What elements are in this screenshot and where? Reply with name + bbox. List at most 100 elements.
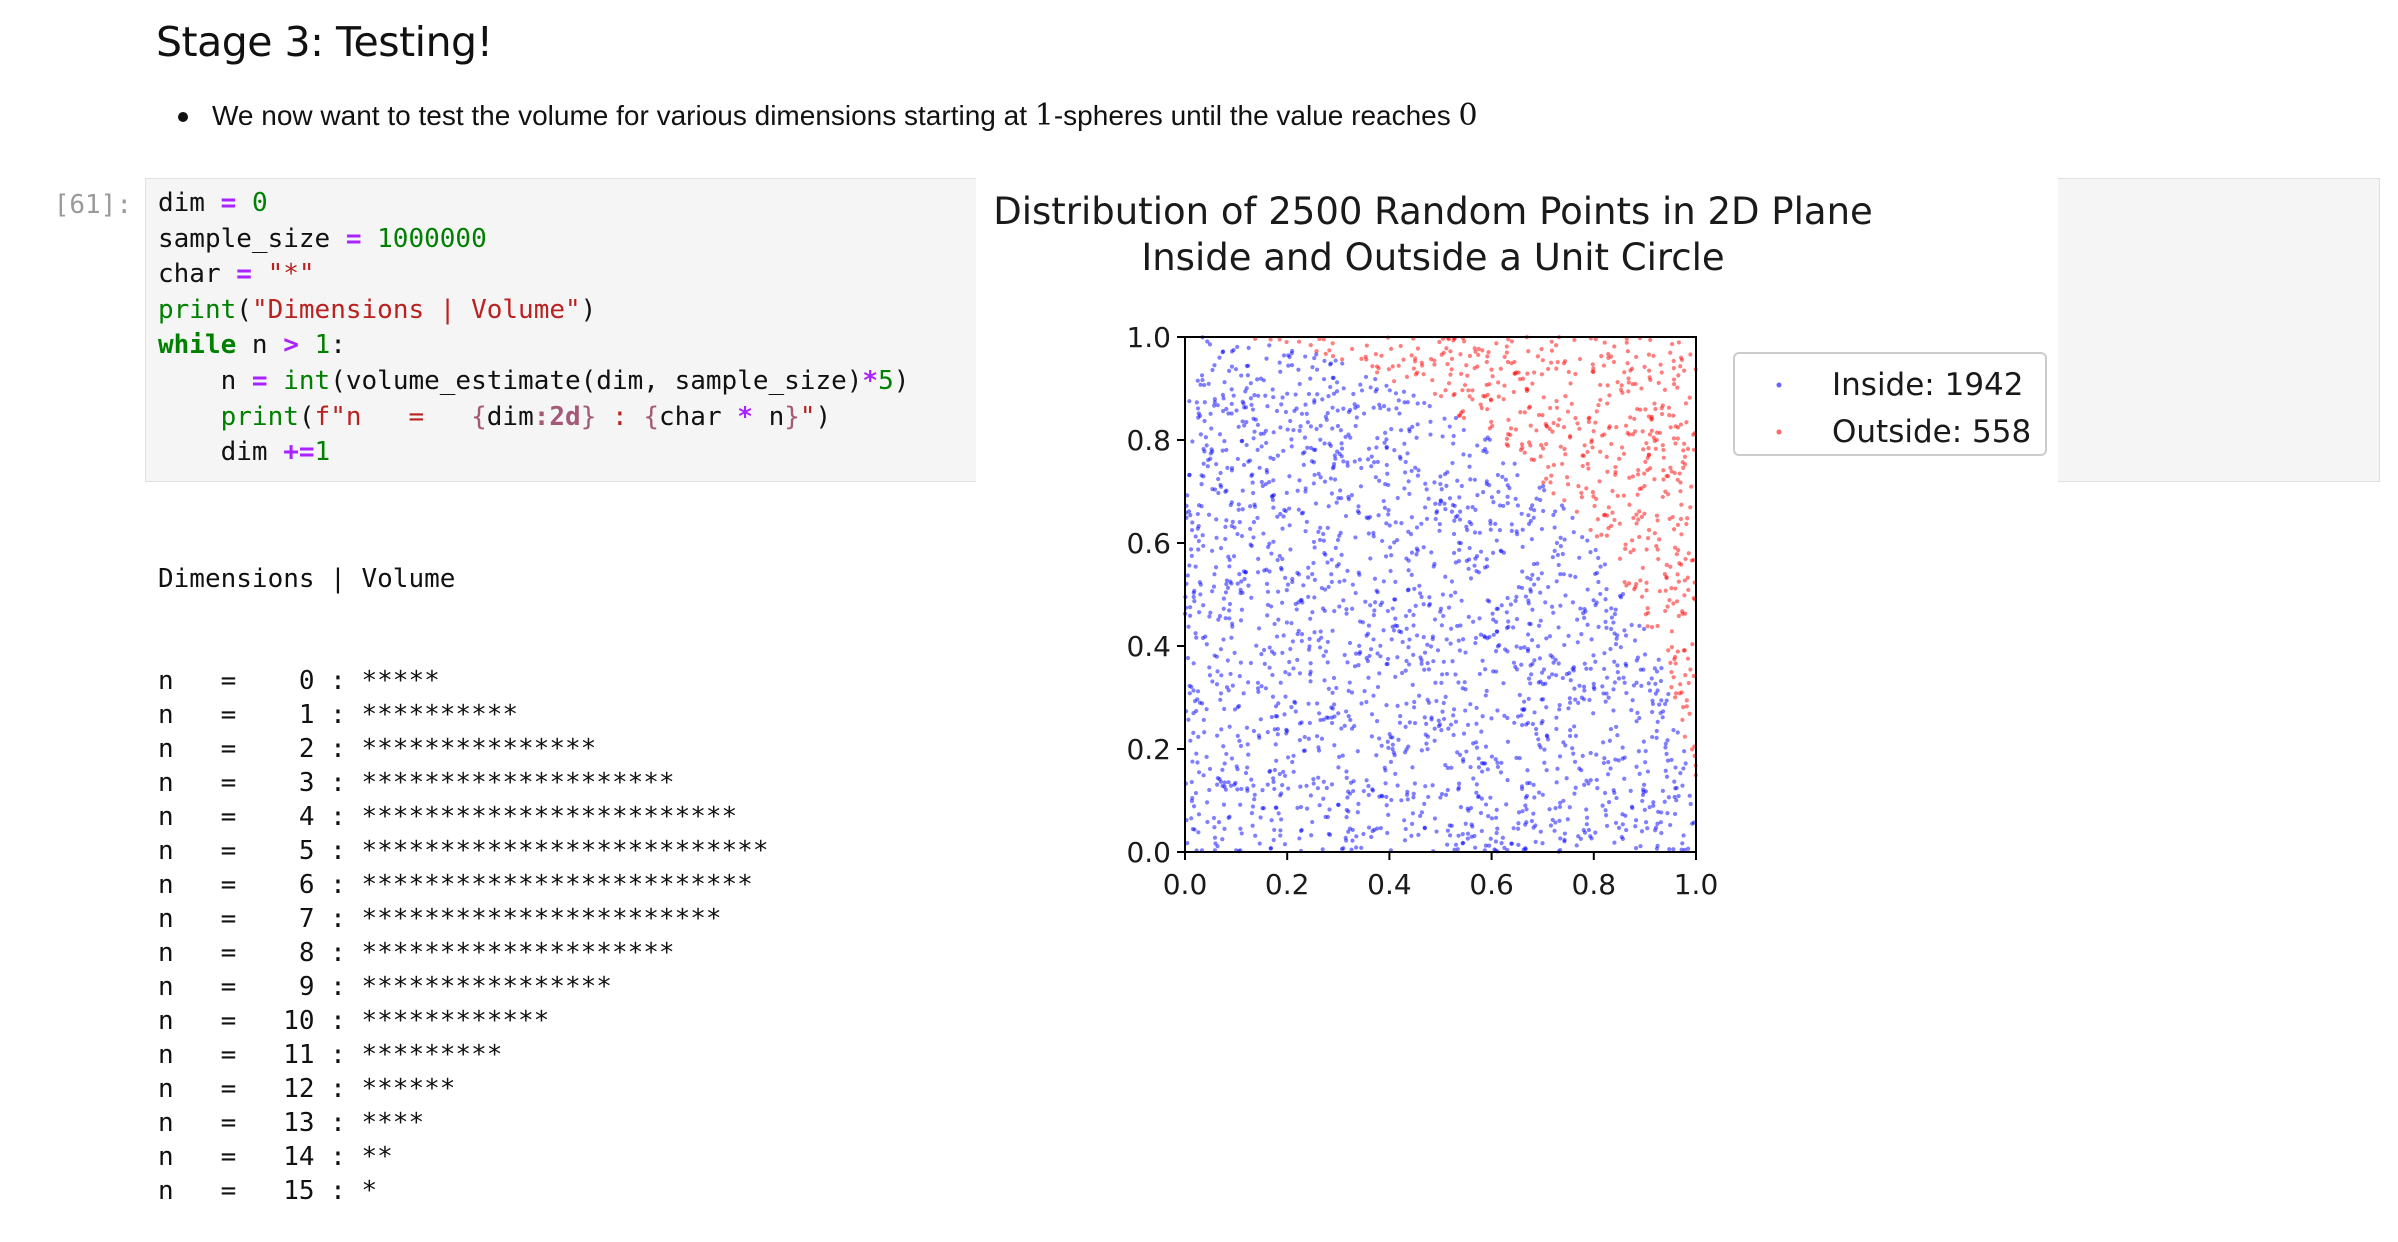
inside-point	[1640, 787, 1646, 792]
inside-point	[1195, 378, 1200, 383]
outside-point	[1655, 547, 1660, 552]
inside-point	[1551, 512, 1556, 518]
inside-point	[1452, 518, 1457, 523]
inside-point	[1207, 787, 1212, 793]
inside-point	[1371, 637, 1376, 642]
inside-point	[1480, 714, 1485, 719]
inside-point	[1422, 650, 1428, 655]
inside-point	[1229, 756, 1235, 761]
inside-point	[1326, 584, 1331, 590]
inside-point	[1278, 369, 1283, 374]
outside-point	[1591, 429, 1596, 434]
inside-point	[1596, 555, 1601, 561]
inside-point	[1667, 847, 1672, 852]
inside-point	[1228, 783, 1234, 788]
inside-point	[1337, 533, 1342, 538]
inside-point	[1462, 680, 1467, 685]
outside-point	[1404, 374, 1410, 379]
inside-point	[1290, 759, 1295, 765]
inside-point	[1239, 831, 1244, 836]
inside-point	[1306, 736, 1311, 741]
inside-point	[1251, 490, 1256, 496]
outside-point	[1409, 353, 1414, 358]
inside-point	[1633, 824, 1638, 829]
inside-point	[1519, 784, 1525, 789]
inside-point	[1578, 606, 1583, 611]
inside-point	[1386, 812, 1391, 817]
inside-point	[1487, 437, 1492, 442]
inside-point	[1591, 681, 1596, 686]
outside-point	[1555, 423, 1561, 428]
inside-point	[1229, 364, 1235, 369]
outside-point	[1508, 426, 1514, 431]
inside-point	[1548, 823, 1554, 828]
inside-point	[1585, 587, 1590, 592]
inside-point	[1299, 597, 1304, 603]
inside-point	[1238, 802, 1243, 807]
inside-point	[1406, 479, 1411, 484]
inside-point	[1261, 531, 1266, 536]
inside-point	[1275, 732, 1280, 737]
inside-point	[1687, 793, 1692, 798]
inside-point	[1245, 788, 1250, 793]
inside-point	[1271, 478, 1276, 483]
inside-point	[1305, 420, 1310, 425]
inside-point	[1314, 367, 1320, 372]
outside-point	[1628, 550, 1633, 555]
outside-point	[1671, 527, 1677, 532]
output-rows: n = 0 : ***** n = 1 : ********** n = 2 : *…	[158, 664, 769, 1208]
inside-point	[1242, 423, 1247, 428]
inside-point	[1634, 680, 1639, 685]
outside-point	[1521, 376, 1526, 381]
inside-point	[1334, 380, 1340, 385]
inside-point	[1557, 818, 1562, 823]
inside-point	[1567, 805, 1572, 810]
inside-point	[1238, 826, 1243, 831]
inside-point	[1411, 623, 1416, 628]
code-text[interactable]: dim = 0 sample_size = 1000000 char = "*"…	[158, 188, 910, 468]
inside-point	[1387, 523, 1392, 528]
inside-point	[1271, 837, 1276, 843]
outside-point	[1566, 369, 1571, 375]
inside-point	[1602, 790, 1608, 796]
inside-point	[1493, 521, 1498, 527]
inside-point	[1257, 735, 1262, 740]
inside-point	[1558, 572, 1563, 577]
inside-point	[1446, 726, 1451, 731]
inside-point	[1277, 360, 1282, 365]
inside-point	[1606, 799, 1612, 805]
outside-point	[1551, 462, 1556, 468]
inside-point	[1246, 345, 1251, 350]
inside-point	[1611, 708, 1616, 713]
outside-point	[1658, 362, 1663, 367]
outside-point	[1565, 409, 1571, 414]
inside-point	[1267, 343, 1272, 348]
inside-point	[1210, 367, 1215, 373]
inside-point	[1468, 805, 1474, 811]
outside-point	[1652, 477, 1657, 482]
inside-point	[1573, 785, 1578, 790]
inside-point	[1371, 530, 1376, 536]
inside-point	[1357, 643, 1362, 648]
inside-point	[1485, 598, 1490, 603]
inside-point	[1215, 733, 1220, 738]
inside-point	[1310, 572, 1315, 577]
inside-point	[1279, 567, 1284, 572]
inside-point	[1339, 496, 1344, 501]
inside-point	[1235, 581, 1240, 586]
inside-point	[1536, 623, 1542, 628]
inside-point	[1561, 506, 1566, 511]
inside-point	[1532, 795, 1537, 800]
inside-point	[1553, 657, 1558, 662]
inside-point	[1250, 480, 1255, 485]
inside-point	[1655, 688, 1660, 693]
outside-point	[1548, 360, 1554, 365]
inside-point	[1399, 630, 1404, 635]
inside-point	[1550, 555, 1555, 560]
inside-point	[1582, 606, 1587, 612]
outside-point	[1489, 419, 1494, 424]
outside-point	[1627, 432, 1632, 437]
y-tick-label: 0.2	[1126, 733, 1171, 766]
inside-point	[1210, 548, 1215, 553]
inside-point	[1558, 836, 1563, 841]
